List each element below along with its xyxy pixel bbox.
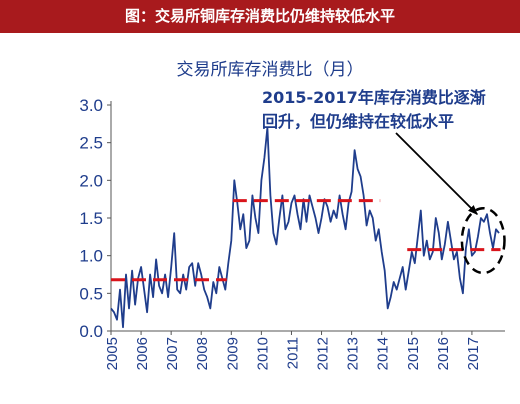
highlight-ellipse xyxy=(460,206,506,275)
y-tick-label: 1.5 xyxy=(79,209,103,228)
x-tick-label: 2017 xyxy=(465,337,482,370)
y-tick-label: 0.0 xyxy=(79,322,103,341)
inventory-ratio-chart: 交易所库存消费比（月） 0.0 0.5 1.0 1.5 2.0 2.5 3.0 2005 200… xyxy=(79,60,506,370)
y-tick-label: 0.5 xyxy=(79,284,103,303)
annotation-arrow xyxy=(395,132,478,215)
header-title: 图：交易所铜库存消费比仍维持较低水平 xyxy=(124,7,395,25)
x-tick-label: 2010 xyxy=(254,337,271,370)
x-tick-label: 2015 xyxy=(405,337,422,370)
x-tick-label: 2009 xyxy=(224,337,241,370)
x-tick-label: 2013 xyxy=(345,337,362,370)
x-tick-label: 2007 xyxy=(164,337,181,370)
header-bar xyxy=(0,0,520,33)
x-tick-label: 2016 xyxy=(435,337,452,370)
y-tick-label: 1.0 xyxy=(79,247,103,266)
annotation-line-2: 回升，但仍维持在较低水平 xyxy=(262,112,454,131)
x-tick-label: 2014 xyxy=(375,337,392,370)
x-tick-label: 2011 xyxy=(284,337,301,369)
series-line xyxy=(110,126,500,329)
x-tick-label: 2008 xyxy=(194,337,211,370)
chart-title: 交易所库存消费比（月） xyxy=(177,60,364,80)
x-tick-label: 2006 xyxy=(134,337,151,370)
y-tick-label: 3.0 xyxy=(79,96,103,115)
y-tick-label: 2.5 xyxy=(79,134,103,153)
annotation-line-1: 2015-2017年库存消费比逐渐 xyxy=(262,88,486,107)
y-tick-label: 2.0 xyxy=(79,171,103,190)
x-tick-label: 2005 xyxy=(104,337,121,370)
plot-area: 0.0 0.5 1.0 1.5 2.0 2.5 3.0 2005 2006 2007 2008 200… xyxy=(79,96,505,370)
x-tick-label: 2012 xyxy=(315,337,332,370)
